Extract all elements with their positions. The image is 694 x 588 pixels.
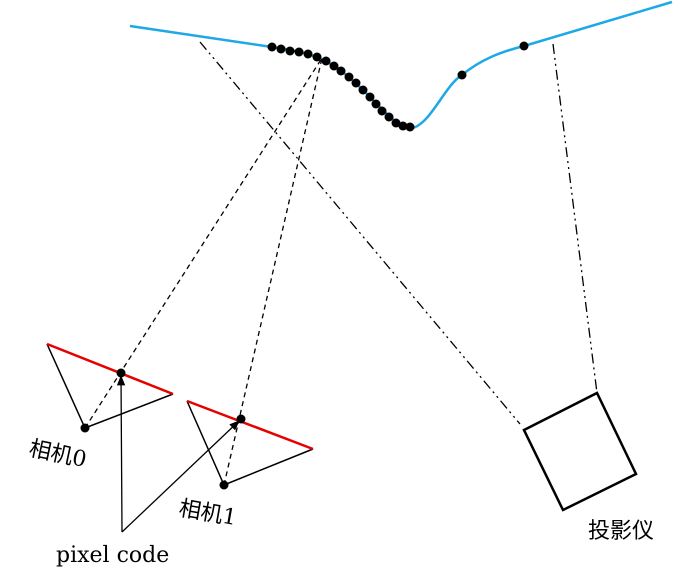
camera-rays [84, 57, 323, 486]
pixel-code-arrows [116, 374, 240, 533]
camera0-label: 相机0 [27, 436, 89, 473]
camera-1 [186, 399, 314, 490]
pixel-code-label: pixel code [56, 543, 169, 568]
surface [129, 0, 673, 130]
projector-label: 投影仪 [588, 519, 654, 544]
camera1-label: 相机1 [177, 496, 238, 531]
projector [522, 391, 638, 512]
surface-points [267, 41, 529, 132]
projector-rays [199, 41, 598, 425]
